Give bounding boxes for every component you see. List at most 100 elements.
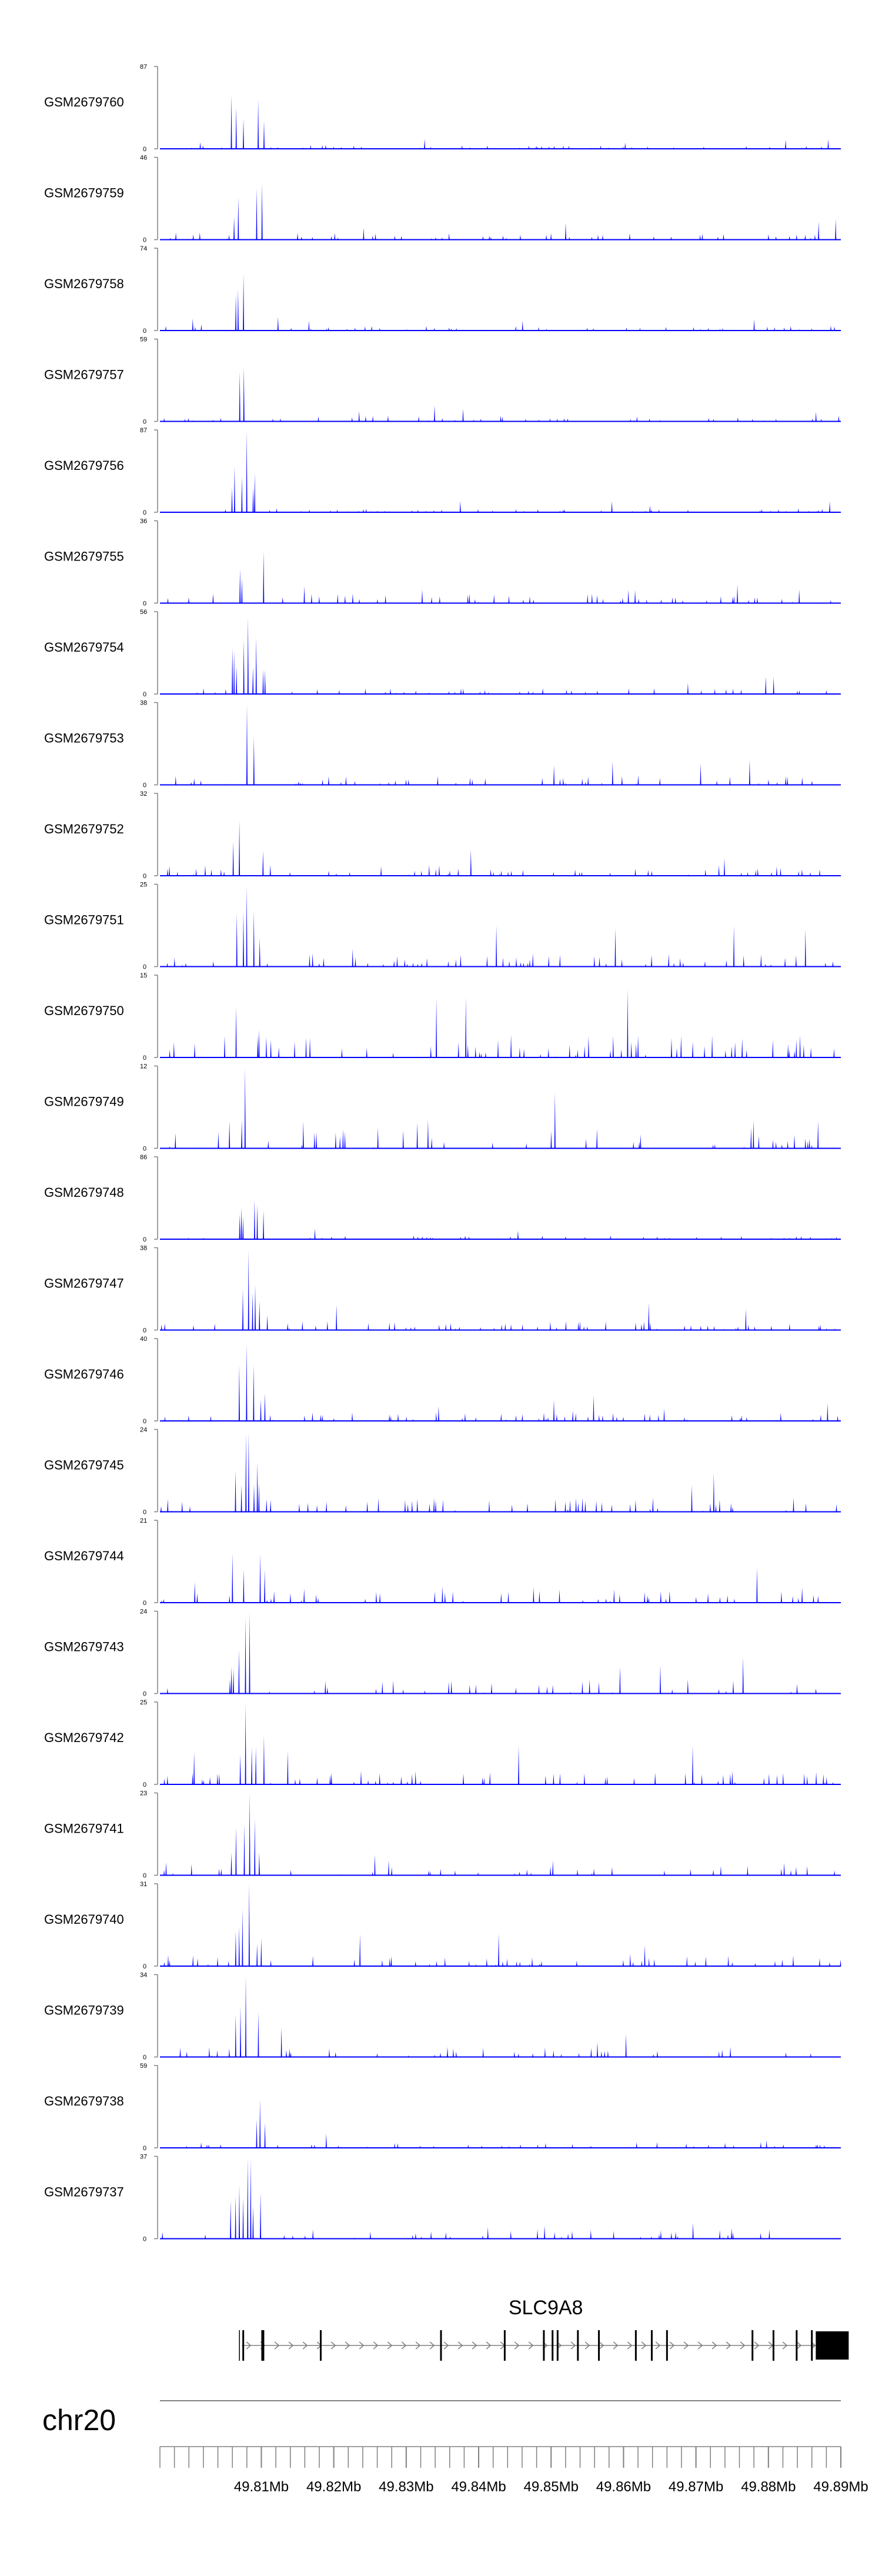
strand-arrow-icon [683, 2341, 689, 2350]
y-min-label: 0 [143, 2145, 146, 2152]
coverage-area [160, 886, 841, 967]
strand-arrow-icon [641, 2341, 647, 2350]
track-GSM2679749: GSM2679749 12 0 [44, 1063, 841, 1153]
track-GSM2679750: GSM2679750 15 0 [44, 972, 841, 1062]
y-min-label: 0 [143, 1781, 146, 1788]
strand-arrow-icon [443, 2341, 449, 2350]
gene-exon [634, 2330, 637, 2361]
y-min-label: 0 [143, 237, 146, 244]
y-min-label: 0 [143, 509, 146, 516]
gene-track: SLC9A8 [239, 2297, 849, 2361]
strand-arrow-icon [302, 2341, 308, 2350]
coverage-area [160, 183, 841, 240]
y-max-label: 56 [140, 609, 147, 616]
track-GSM2679745: GSM2679745 24 0 [44, 1427, 841, 1516]
coverage-area [160, 1884, 841, 1966]
track-label: GSM2679748 [44, 1185, 124, 1200]
strand-arrow-icon [401, 2341, 407, 2350]
strand-arrow-icon [782, 2341, 788, 2350]
strand-arrow-icon [274, 2341, 280, 2350]
coverage-area [160, 273, 841, 331]
gene-exon [242, 2330, 245, 2361]
y-min-label: 0 [143, 782, 146, 789]
coverage-area [160, 430, 841, 512]
track-label: GSM2679754 [44, 640, 124, 655]
y-max-label: 12 [140, 1063, 147, 1070]
track-label: GSM2679752 [44, 822, 124, 836]
track-label: GSM2679739 [44, 2003, 124, 2018]
track-GSM2679755: GSM2679755 36 0 [44, 518, 841, 608]
strand-arrow-icon [486, 2341, 492, 2350]
y-min-label: 0 [143, 2236, 146, 2243]
y-min-label: 0 [143, 1963, 146, 1970]
y-min-label: 0 [143, 1418, 146, 1425]
coverage-area [160, 1432, 841, 1512]
track-GSM2679754: GSM2679754 56 0 [44, 609, 841, 698]
y-max-label: 86 [140, 1154, 147, 1161]
strand-arrow-icon [373, 2341, 379, 2350]
track-GSM2679739: GSM2679739 34 0 [44, 1972, 841, 2061]
y-max-label: 40 [140, 1336, 147, 1343]
track-GSM2679753: GSM2679753 38 0 [44, 700, 841, 789]
track-label: GSM2679744 [44, 1549, 124, 1563]
track-GSM2679747: GSM2679747 38 0 [44, 1245, 841, 1334]
y-min-label: 0 [143, 964, 146, 971]
genome-axis: chr20 49.81Mb 49.82Mb 49.83Mb 49.84Mb 49.85Mb… [42, 2400, 868, 2495]
x-tick-label: 49.88Mb [741, 2479, 796, 2495]
strand-arrow-icon [740, 2341, 746, 2350]
coverage-area [160, 2157, 841, 2239]
strand-arrow-icon [570, 2341, 576, 2350]
coverage-area [160, 1250, 841, 1330]
track-GSM2679752: GSM2679752 32 0 [44, 790, 841, 880]
track-label: GSM2679741 [44, 1821, 124, 1836]
track-GSM2679757: GSM2679757 59 0 [44, 336, 841, 426]
coverage-area [160, 1553, 841, 1603]
coverage-area [160, 1343, 841, 1421]
coverage-area [160, 2099, 841, 2148]
strand-arrow-icon [359, 2341, 365, 2350]
x-tick-label: 49.83Mb [379, 2479, 433, 2495]
gene-exon [552, 2330, 554, 2361]
coverage-area [160, 1793, 841, 1876]
y-max-label: 25 [140, 882, 147, 889]
track-GSM2679744: GSM2679744 21 0 [44, 1517, 841, 1607]
y-max-label: 87 [140, 427, 147, 434]
track-label: GSM2679743 [44, 1640, 124, 1654]
coverage-area [160, 1199, 841, 1239]
strand-arrow-icon [246, 2341, 252, 2350]
gene-exon [577, 2330, 579, 2361]
track-label: GSM2679760 [44, 95, 124, 109]
track-label: GSM2679751 [44, 913, 124, 927]
coverage-area [160, 367, 841, 422]
y-min-label: 0 [143, 1055, 146, 1062]
track-label: GSM2679750 [44, 1003, 124, 1018]
strand-arrow-icon [627, 2341, 633, 2350]
strand-arrow-icon [387, 2341, 393, 2350]
strand-arrow-icon [429, 2341, 435, 2350]
strand-arrow-icon [330, 2341, 336, 2350]
strand-arrow-icon [669, 2341, 675, 2350]
y-max-label: 23 [140, 1790, 147, 1797]
gene-exon [650, 2330, 653, 2361]
x-tick-label: 49.85Mb [524, 2479, 579, 2495]
chromosome-label: chr20 [42, 2404, 116, 2437]
strand-arrow-icon [288, 2341, 294, 2350]
coverage-area [160, 705, 841, 785]
strand-arrow-icon [457, 2341, 463, 2350]
y-min-label: 0 [143, 2054, 146, 2061]
y-min-label: 0 [143, 1146, 146, 1153]
y-min-label: 0 [143, 328, 146, 335]
y-max-label: 15 [140, 972, 147, 979]
strand-arrow-icon [599, 2341, 604, 2350]
track-label: GSM2679747 [44, 1276, 124, 1291]
track-label: GSM2679758 [44, 276, 124, 291]
y-max-label: 87 [140, 64, 147, 71]
gene-exon [319, 2330, 322, 2361]
gene-exon [598, 2330, 600, 2361]
strand-arrow-icon [528, 2341, 534, 2350]
y-max-label: 32 [140, 790, 147, 798]
x-tick-label: 49.86Mb [596, 2479, 651, 2495]
track-label: GSM2679737 [44, 2185, 124, 2200]
track-label: GSM2679749 [44, 1095, 124, 1109]
track-GSM2679740: GSM2679740 31 0 [44, 1881, 841, 1970]
